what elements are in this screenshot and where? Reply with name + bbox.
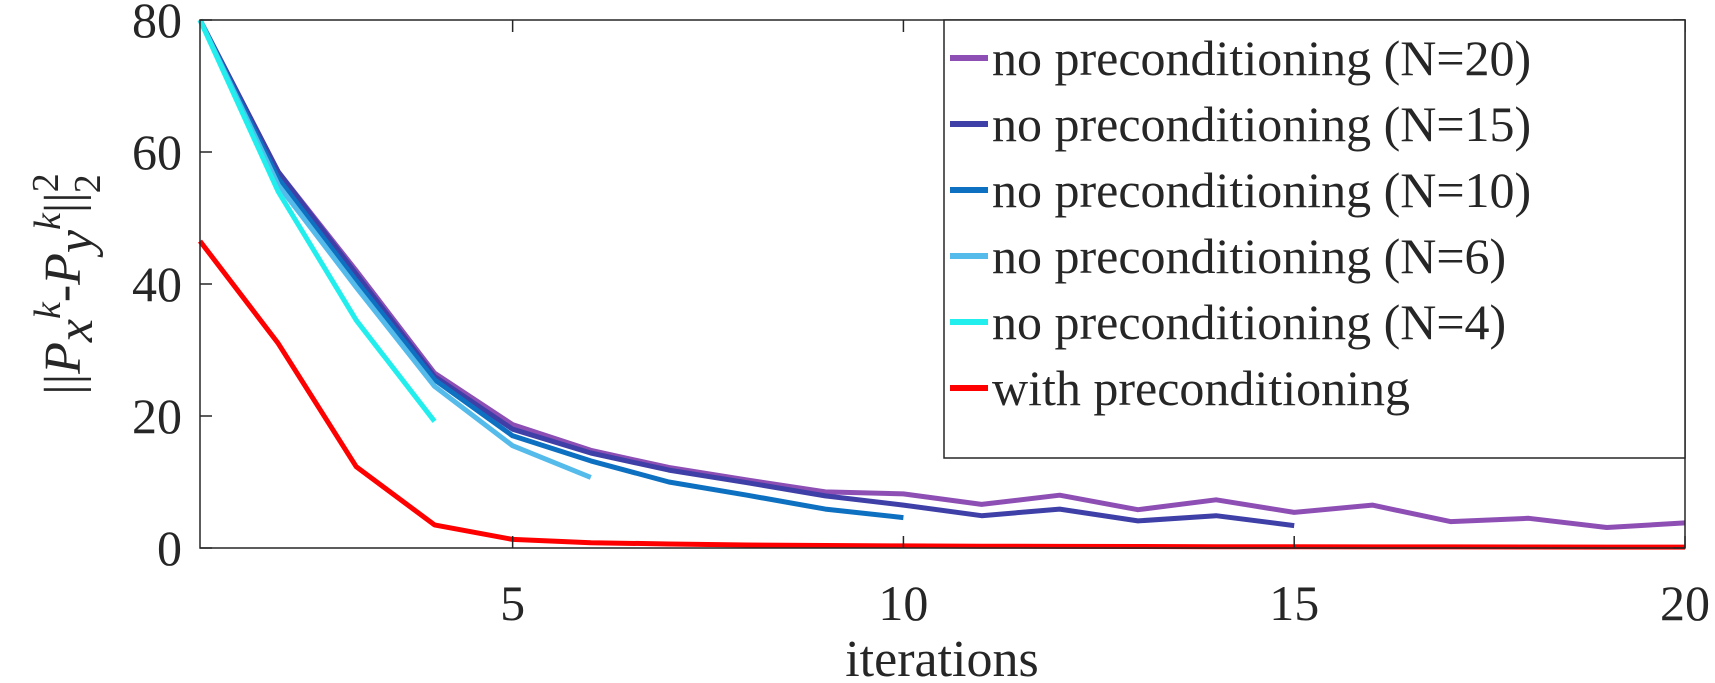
series-line-1 <box>197 18 1295 529</box>
y-label-sup2: k <box>27 212 69 230</box>
y-label-sub: 2 <box>67 174 109 193</box>
y-label-norm-open: || <box>35 374 92 395</box>
series-line-4 <box>197 18 437 423</box>
legend-label: no preconditioning (N=10) <box>992 162 1531 218</box>
y-axis-label: ||Pxk-Pyk||22 <box>25 173 109 394</box>
legend: no preconditioning (N=20) no precondition… <box>943 19 1686 459</box>
y-tick-label: 0 <box>157 520 182 576</box>
series-line-2 <box>197 18 904 521</box>
ticks-layer: 5 10 15 20 0 20 40 60 80 <box>132 0 1710 631</box>
series-line-5 <box>198 239 1685 550</box>
x-tick-label: 20 <box>1660 575 1710 631</box>
y-tick-label: 60 <box>132 124 182 180</box>
y-label-p1: P <box>35 342 92 375</box>
x-axis-label: iterations <box>845 631 1039 683</box>
legend-label: no preconditioning (N=4) <box>992 294 1506 350</box>
y-tick-label: 40 <box>132 256 182 312</box>
x-tick-label: 15 <box>1269 575 1319 631</box>
legend-label: no preconditioning (N=6) <box>992 228 1506 284</box>
x-tick-label: 5 <box>500 575 525 631</box>
x-tick-label: 10 <box>878 575 928 631</box>
svg-text:||Pxk-Pyk||22: ||Pxk-Pyk||22 <box>25 173 109 394</box>
y-label-sub2: y <box>47 229 104 258</box>
y-tick-label: 80 <box>132 0 182 48</box>
legend-label: no preconditioning (N=15) <box>992 96 1531 152</box>
legend-label: with preconditioning <box>992 360 1410 416</box>
legend-box <box>943 19 1686 459</box>
series-line-3 <box>197 18 592 480</box>
y-label-sub1: x <box>47 319 104 343</box>
series-layer <box>197 18 1686 550</box>
y-label-minus: - <box>35 285 92 302</box>
y-label-p2: P <box>35 253 92 286</box>
series-line-0 <box>197 18 1686 530</box>
y-tick-label: 20 <box>132 388 182 444</box>
y-label-norm-close: || <box>35 192 92 213</box>
y-label-exp: 2 <box>25 173 67 192</box>
y-label-sup1: k <box>27 301 69 319</box>
legend-label: no preconditioning (N=20) <box>992 30 1531 86</box>
